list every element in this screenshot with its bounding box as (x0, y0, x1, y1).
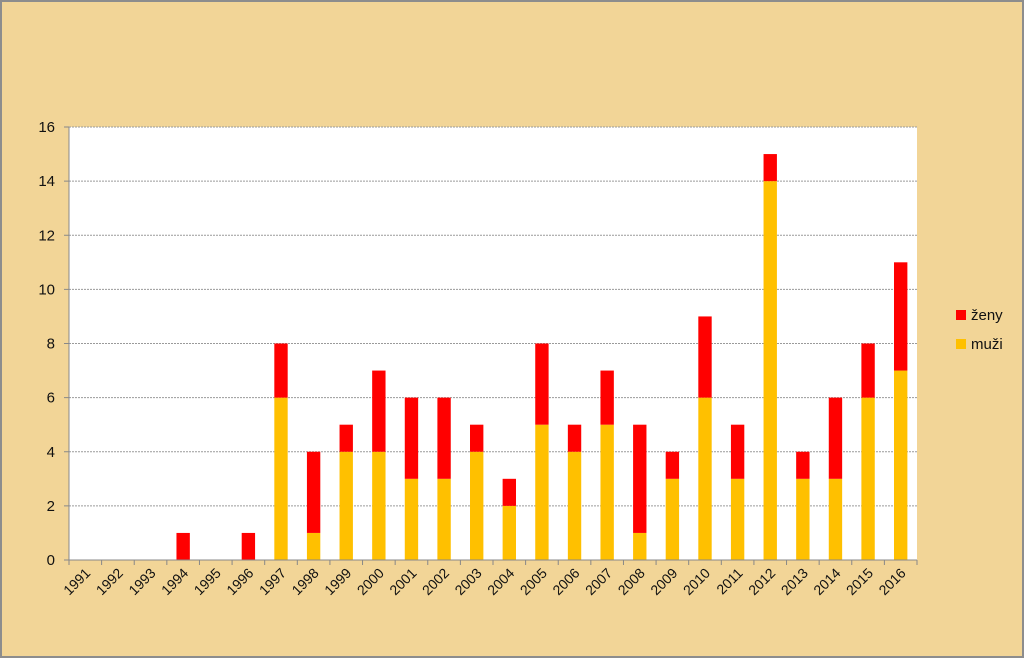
bar-zeny-2000 (372, 370, 386, 452)
x-tick-label: 1999 (321, 565, 354, 598)
x-tick-label: 2004 (484, 565, 517, 598)
bar-muzi-2001 (404, 478, 419, 560)
bar-zeny-2001 (404, 397, 419, 479)
x-tick-label: 2002 (419, 565, 452, 598)
bar-zeny-2007 (600, 370, 614, 425)
x-tick-label: 1997 (256, 565, 289, 598)
bar-muzi-2014 (828, 478, 843, 560)
bar-muzi-2006 (567, 451, 582, 560)
x-tick-label: 2008 (615, 565, 648, 598)
y-tick-label: 16 (38, 119, 55, 136)
bar-zeny-2006 (567, 424, 582, 452)
y-tick-label: 4 (47, 444, 55, 461)
bar-zeny-2002 (437, 397, 451, 479)
bar-zeny-2011 (730, 424, 745, 479)
bar-zeny-2013 (796, 451, 810, 479)
legend-swatch (956, 339, 966, 349)
x-tick-label: 2011 (713, 565, 746, 598)
bar-zeny-1998 (306, 451, 321, 533)
y-tick-label: 2 (47, 498, 55, 515)
x-tick-label: 2007 (582, 565, 615, 598)
y-tick-label: 10 (38, 281, 55, 298)
y-tick-label: 0 (47, 552, 55, 569)
bar-muzi-2010 (698, 397, 712, 560)
bar-zeny-1996 (241, 532, 256, 560)
x-tick-label: 2009 (647, 565, 680, 598)
x-axis-ticks: 1991 1992 1993 1994 1995 1996 1997 1998 1999 2000… (60, 560, 918, 598)
bar-muzi-2004 (502, 505, 516, 560)
bar-muzi-2000 (372, 451, 386, 560)
bar-zeny-1997 (274, 343, 288, 398)
bar-muzi-2011 (730, 478, 745, 560)
x-tick-label: 2015 (843, 565, 876, 598)
legend-label: muži (971, 336, 1003, 353)
bar-muzi-2005 (535, 424, 549, 560)
y-tick-label: 8 (47, 336, 55, 353)
x-tick-label: 2003 (451, 565, 484, 598)
bar-muzi-2016 (894, 370, 908, 560)
x-tick-label: 2014 (810, 565, 843, 598)
legend: ženy muži (956, 307, 1003, 353)
bar-muzi-2002 (437, 478, 451, 560)
x-tick-label: 2012 (745, 565, 778, 598)
bar-muzi-1999 (339, 451, 353, 560)
bars (176, 154, 908, 560)
x-tick-label: 1995 (191, 565, 224, 598)
x-tick-label: 2016 (875, 565, 908, 598)
y-tick-label: 14 (38, 173, 55, 190)
bar-zeny-2008 (633, 424, 647, 533)
x-tick-label: 2000 (354, 565, 387, 598)
x-tick-label: 2001 (386, 565, 419, 598)
x-tick-label: 1991 (60, 565, 93, 598)
bar-zeny-2012 (763, 154, 777, 182)
bar-zeny-2016 (894, 262, 908, 371)
bar-muzi-2008 (633, 532, 647, 560)
bar-muzi-2007 (600, 424, 614, 560)
bar-muzi-2003 (470, 451, 484, 560)
bar-muzi-2015 (861, 397, 875, 560)
x-tick-label: 1993 (125, 565, 158, 598)
x-tick-label: 1998 (288, 565, 321, 598)
x-tick-label: 2013 (778, 565, 811, 598)
bar-muzi-2013 (796, 478, 810, 560)
bar-zeny-2003 (470, 424, 484, 452)
x-tick-label: 2005 (517, 565, 550, 598)
bar-zeny-2005 (535, 343, 549, 425)
y-tick-label: 12 (38, 227, 55, 244)
bar-zeny-2014 (828, 397, 843, 479)
bar-zeny-2015 (861, 343, 875, 398)
bar-zeny-1994 (176, 532, 190, 560)
y-axis-ticks: 0 2 4 6 8 10 12 14 16 (38, 119, 69, 569)
bar-muzi-2012 (763, 181, 777, 560)
legend-label: ženy (971, 307, 1003, 324)
bar-zeny-2009 (665, 451, 680, 479)
x-tick-label: 1992 (93, 565, 126, 598)
bar-muzi-1998 (306, 532, 321, 560)
bar-zeny-2004 (502, 478, 516, 506)
bar-zeny-1999 (339, 424, 353, 452)
legend-swatch (956, 310, 966, 320)
x-tick-label: 1994 (158, 565, 191, 598)
bar-muzi-1997 (274, 397, 288, 560)
bar-zeny-2010 (698, 316, 712, 398)
x-tick-label: 1996 (223, 565, 256, 598)
bar-muzi-2009 (665, 478, 680, 560)
x-tick-label: 2010 (680, 565, 713, 598)
y-tick-label: 6 (47, 390, 55, 407)
x-tick-label: 2006 (549, 565, 582, 598)
